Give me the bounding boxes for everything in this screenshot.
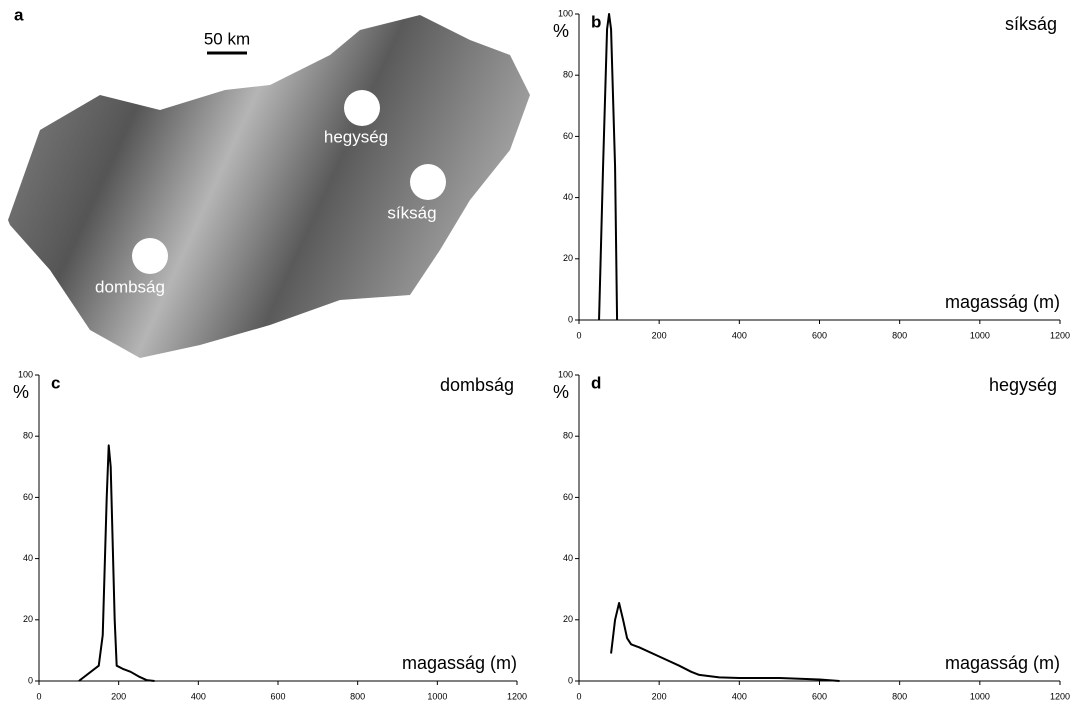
x-tick-label: 1200	[507, 691, 527, 701]
y-axis-label: %	[553, 382, 569, 402]
x-tick-label: 200	[652, 691, 667, 701]
site-marker	[410, 164, 446, 200]
y-axis-label: %	[13, 382, 29, 402]
x-tick-label: 1000	[427, 691, 447, 701]
y-tick-label: 80	[23, 431, 33, 441]
site-label: síkság	[387, 203, 436, 222]
x-tick-label: 1200	[1050, 691, 1070, 701]
chart-title: dombság	[440, 375, 514, 395]
y-tick-label: 40	[563, 553, 573, 563]
y-tick-label: 20	[563, 253, 573, 263]
y-tick-label: 0	[568, 675, 573, 685]
y-tick-label: 80	[563, 70, 573, 80]
x-tick-label: 200	[111, 691, 126, 701]
x-tick-label: 600	[812, 691, 827, 701]
panel-label: c	[51, 373, 60, 392]
panel-label: a	[14, 5, 24, 24]
line	[598, 13, 619, 321]
y-tick-label: 60	[563, 492, 573, 502]
x-axis-label: magasság (m)	[945, 653, 1060, 673]
x-tick-label: 1000	[970, 691, 990, 701]
chart-title: síkság	[1005, 14, 1057, 34]
line	[78, 444, 155, 682]
x-axis-label: magasság (m)	[945, 292, 1060, 312]
panel-label: b	[591, 12, 601, 31]
x-tick-label: 600	[812, 330, 827, 340]
y-tick-label: 20	[563, 614, 573, 624]
y-tick-label: 100	[558, 8, 573, 18]
x-tick-label: 400	[191, 691, 206, 701]
x-tick-label: 0	[36, 691, 41, 701]
y-tick-label: 100	[18, 369, 33, 379]
x-tick-label: 0	[576, 691, 581, 701]
x-axis-label: magasság (m)	[402, 653, 517, 673]
x-tick-label: 1000	[970, 330, 990, 340]
x-tick-label: 600	[270, 691, 285, 701]
site-marker	[132, 238, 168, 274]
map-panel: a 50 km hegység síkság dombság	[8, 5, 530, 358]
x-tick-label: 200	[652, 330, 667, 340]
site-marker	[344, 90, 380, 126]
map	[8, 15, 530, 358]
x-tick-label: 800	[350, 691, 365, 701]
chart-title: hegység	[989, 375, 1057, 395]
y-tick-label: 80	[563, 431, 573, 441]
x-tick-label: 400	[732, 330, 747, 340]
y-tick-label: 60	[23, 492, 33, 502]
y-axis-label: %	[553, 21, 569, 41]
y-tick-label: 40	[563, 192, 573, 202]
x-tick-label: 1200	[1050, 330, 1070, 340]
x-tick-label: 0	[576, 330, 581, 340]
scale-label: 50 km	[204, 29, 250, 48]
y-tick-label: 100	[558, 369, 573, 379]
site-label: dombság	[95, 277, 165, 296]
x-tick-label: 800	[892, 691, 907, 701]
x-tick-label: 400	[732, 691, 747, 701]
y-tick-label: 20	[23, 614, 33, 624]
x-tick-label: 800	[892, 330, 907, 340]
y-tick-label: 60	[563, 131, 573, 141]
line	[610, 601, 840, 682]
site-label: hegység	[324, 127, 388, 146]
y-tick-label: 40	[23, 553, 33, 563]
y-tick-label: 0	[568, 314, 573, 324]
y-tick-label: 0	[28, 675, 33, 685]
panel-label: d	[591, 373, 601, 392]
